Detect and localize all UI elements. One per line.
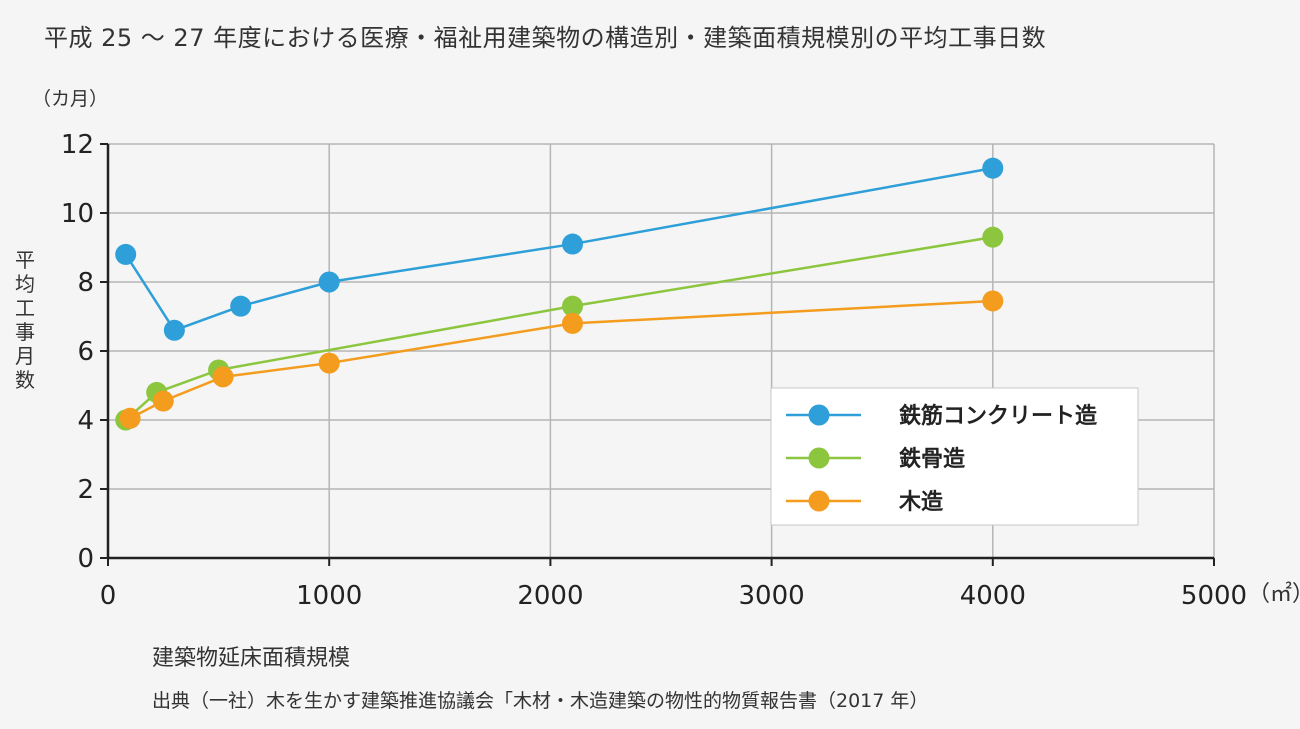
data-point-0-2 xyxy=(230,295,252,317)
legend-label-2: 木造 xyxy=(898,490,943,515)
y-tick-label-6: 6 xyxy=(77,337,94,367)
x-axis-label: 建築物延床面積規模 xyxy=(152,646,351,671)
data-point-1-3 xyxy=(562,295,584,317)
x-tick-label-2000: 2000 xyxy=(517,581,583,611)
y-tick-label-2: 2 xyxy=(77,475,94,505)
x-tick-label-4000: 4000 xyxy=(960,581,1026,611)
legend-label-1: 鉄骨造 xyxy=(899,446,965,472)
data-point-2-1 xyxy=(152,390,174,412)
data-point-0-5 xyxy=(982,157,1004,179)
y-tick-label-4: 4 xyxy=(77,406,94,436)
y-tick-label-10: 10 xyxy=(61,199,94,229)
data-point-0-3 xyxy=(318,271,340,293)
tick-labels: 0 2 4 6 8 10 12 0 1000 2000 3000 4000 5000（㎡） xyxy=(61,130,1300,611)
axes xyxy=(100,143,1215,566)
x-tick-label-0: 0 xyxy=(100,581,117,611)
data-point-2-2 xyxy=(212,366,234,388)
x-axis-unit: （㎡） xyxy=(1248,581,1300,607)
data-point-2-4 xyxy=(562,312,584,334)
data-point-0-0 xyxy=(115,243,137,265)
legend-marker-2 xyxy=(808,490,830,512)
legend-marker-0 xyxy=(808,404,830,426)
data-point-2-5 xyxy=(982,290,1004,312)
chart-title: 平成 25 ～ 27 年度における医療・福祉用建築物の構造別・建築面積規模別の平… xyxy=(44,24,1047,52)
data-point-2-0 xyxy=(119,407,141,429)
series-line-0 xyxy=(124,166,994,332)
y-axis-label: 平均工事月数 xyxy=(15,248,35,392)
data-point-2-3 xyxy=(318,352,340,374)
y-tick-label-0: 0 xyxy=(77,544,94,574)
legend-label-0: 鉄筋コンクリート造 xyxy=(899,403,1097,429)
y-tick-label-12: 12 xyxy=(61,130,94,160)
legend-marker-1 xyxy=(808,447,830,469)
x-tick-label-3000: 3000 xyxy=(739,581,805,611)
data-point-0-4 xyxy=(562,233,584,255)
source-note: 出典（一社）木を生かす建築推進協議会「木材・木造建築の物性的物質報告書（2017… xyxy=(152,690,929,712)
data-point-0-1 xyxy=(163,319,185,341)
series-0 xyxy=(115,157,1004,341)
grid-lines xyxy=(108,143,1215,558)
y-axis-unit: （カ月） xyxy=(32,88,109,110)
x-tick-label-5000: 5000 xyxy=(1181,581,1247,611)
series-2 xyxy=(119,290,1004,429)
y-tick-label-8: 8 xyxy=(77,268,94,298)
x-tick-label-1000: 1000 xyxy=(296,581,362,611)
data-point-1-4 xyxy=(982,226,1004,248)
series-layer xyxy=(115,157,1004,431)
